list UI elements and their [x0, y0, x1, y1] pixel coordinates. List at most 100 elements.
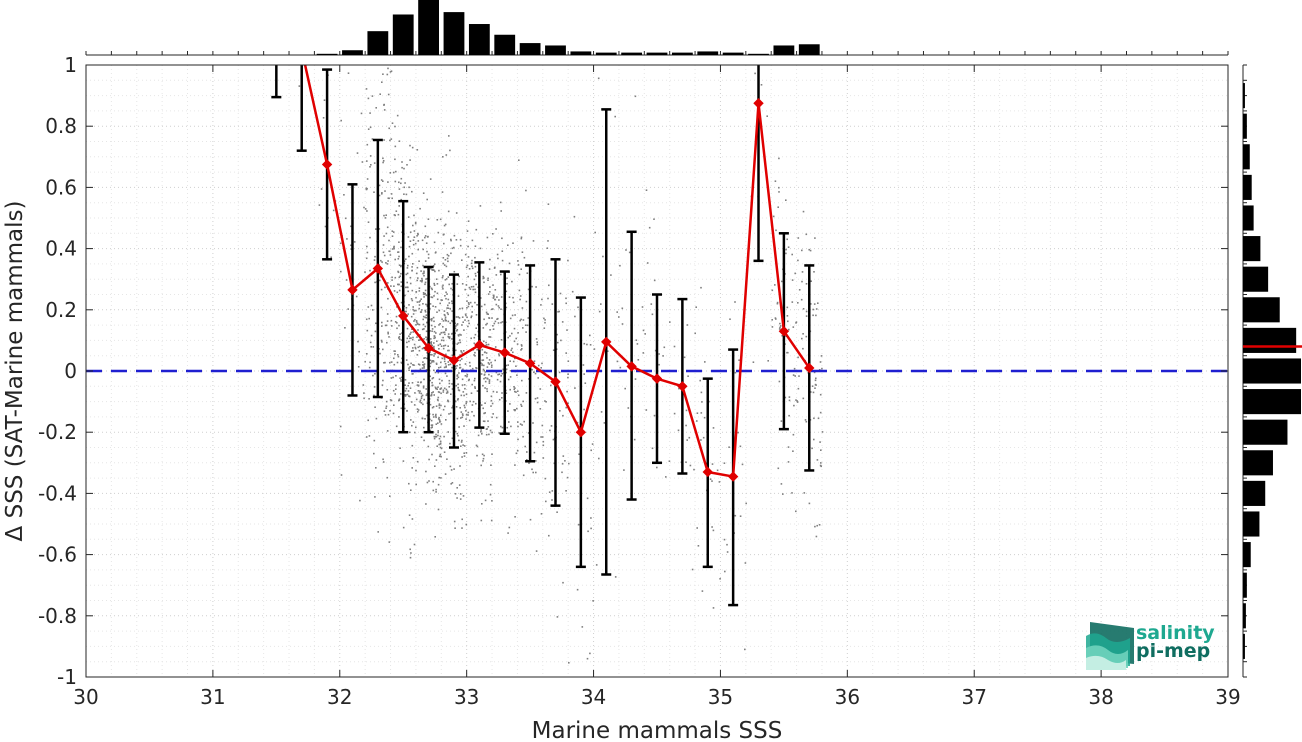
x-tick-label: 30	[73, 685, 98, 709]
x-tick-label: 34	[581, 685, 606, 709]
scatter-point	[415, 483, 417, 486]
scatter-point	[766, 115, 768, 117]
scatter-point	[449, 363, 452, 366]
scatter-point	[385, 262, 387, 264]
scatter-point	[461, 384, 464, 386]
scatter-point	[567, 402, 569, 404]
scatter-point	[435, 459, 438, 461]
scatter-point	[381, 341, 383, 343]
scatter-point	[385, 324, 388, 327]
scatter-point	[449, 307, 451, 310]
scatter-point	[481, 364, 483, 367]
scatter-point	[474, 351, 476, 354]
scatter-point	[441, 191, 444, 193]
scatter-point	[443, 264, 446, 266]
scatter-point	[398, 255, 400, 258]
scatter-point	[406, 327, 409, 330]
scatter-point	[565, 297, 567, 300]
scatter-point	[400, 264, 402, 267]
scatter-point	[434, 536, 436, 538]
scatter-point	[373, 452, 375, 455]
scatter-point	[802, 308, 805, 310]
right-histogram-bar	[1243, 297, 1280, 323]
scatter-point	[489, 429, 492, 432]
scatter-point	[490, 361, 492, 364]
scatter-point	[556, 511, 558, 513]
scatter-point	[441, 318, 443, 320]
scatter-point	[449, 442, 451, 445]
scatter-point	[389, 139, 391, 142]
scatter-point	[458, 317, 461, 319]
scatter-point	[568, 462, 570, 465]
scatter-point	[456, 343, 459, 345]
scatter-point	[395, 210, 398, 212]
scatter-point	[435, 435, 438, 438]
scatter-point	[475, 275, 477, 277]
scatter-point	[461, 358, 463, 360]
scatter-point	[521, 345, 523, 347]
scatter-point	[429, 403, 432, 406]
scatter-point	[429, 362, 432, 365]
scatter-point	[368, 398, 370, 400]
scatter-point	[459, 363, 461, 366]
scatter-point	[808, 502, 811, 505]
scatter-point	[586, 657, 589, 660]
scatter-point	[812, 314, 814, 317]
scatter-point	[786, 238, 788, 241]
scatter-point	[540, 304, 542, 306]
scatter-point	[405, 273, 408, 276]
scatter-point	[426, 250, 428, 253]
scatter-point	[474, 333, 477, 336]
scatter-point	[366, 329, 369, 332]
scatter-point	[417, 390, 420, 392]
scatter-point	[469, 288, 472, 290]
top-histogram-bar	[367, 31, 389, 55]
scatter-point	[438, 455, 441, 458]
scatter-point	[468, 268, 471, 270]
scatter-point	[700, 286, 702, 289]
scatter-point	[391, 325, 393, 327]
scatter-point	[465, 402, 467, 405]
scatter-point	[468, 361, 471, 364]
scatter-point	[501, 321, 504, 323]
scatter-point	[427, 253, 430, 256]
scatter-point	[381, 325, 383, 327]
scatter-point	[552, 349, 555, 351]
scatter-point	[411, 269, 413, 272]
scatter-point	[426, 304, 428, 306]
scatter-point	[494, 359, 496, 362]
scatter-point	[637, 359, 640, 361]
x-tick-label: 35	[708, 685, 733, 709]
scatter-point	[434, 290, 436, 293]
scatter-point	[454, 400, 457, 402]
scatter-point	[480, 431, 482, 433]
scatter-point	[519, 295, 522, 297]
scatter-point	[511, 314, 514, 317]
scatter-point	[459, 407, 461, 409]
scatter-point	[791, 301, 794, 303]
scatter-point	[439, 440, 442, 443]
scatter-point	[416, 301, 419, 303]
scatter-point	[451, 406, 453, 409]
scatter-point	[418, 345, 421, 348]
scatter-point	[418, 260, 420, 262]
scatter-point	[405, 387, 408, 390]
scatter-point	[411, 518, 414, 520]
scatter-point	[437, 483, 440, 486]
scatter-point	[591, 443, 594, 445]
scatter-point	[370, 304, 373, 307]
scatter-point	[442, 156, 444, 158]
scatter-point	[457, 316, 460, 318]
scatter-point	[451, 310, 453, 312]
scatter-point	[801, 280, 803, 283]
scatter-point	[820, 462, 822, 464]
scatter-point	[819, 441, 821, 443]
scatter-point	[527, 317, 530, 319]
scatter-point	[423, 272, 425, 274]
scatter-point	[490, 395, 493, 398]
scatter-point	[461, 324, 463, 326]
scatter-point	[489, 291, 491, 293]
scatter-point	[489, 286, 491, 288]
scatter-point	[524, 324, 527, 326]
scatter-point	[547, 240, 549, 242]
